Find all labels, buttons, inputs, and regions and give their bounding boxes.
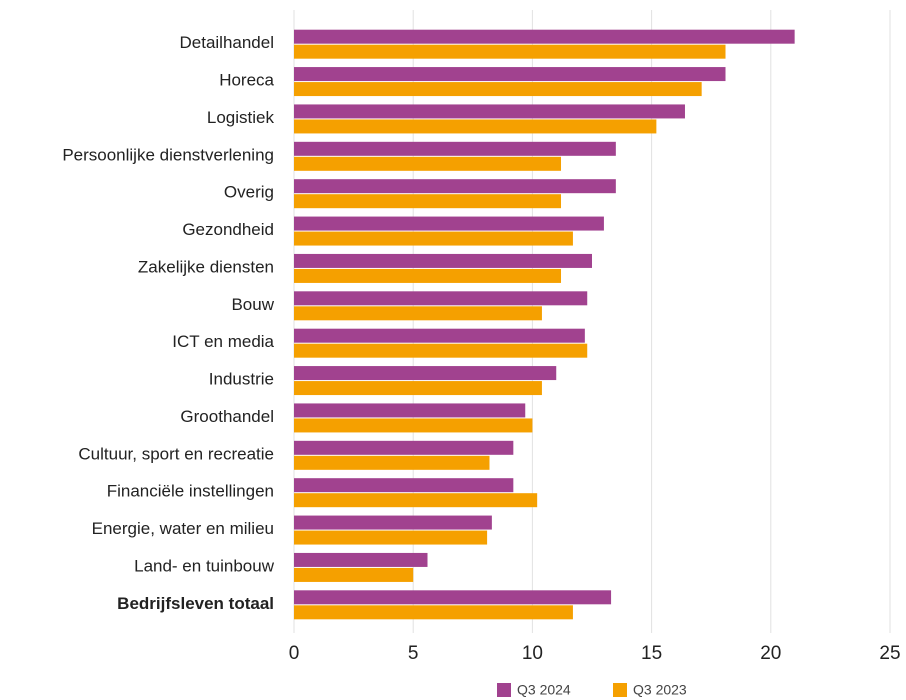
x-tick-label: 15 (641, 643, 662, 664)
bar (294, 216, 604, 231)
y-tick-label: Energie, water en milieu (92, 519, 274, 538)
bar (294, 82, 702, 97)
bar (294, 141, 616, 156)
legend-swatch (497, 683, 511, 697)
bar (294, 343, 588, 358)
y-tick-label: Industrie (209, 370, 274, 389)
legend: Q3 2024 Q3 2023 (497, 682, 687, 698)
y-tick-label: Bouw (231, 295, 274, 314)
y-tick-label: ICT en media (172, 332, 274, 351)
bar (294, 253, 592, 268)
x-tick-label: 0 (289, 643, 300, 664)
y-tick-label: Gezondheid (182, 220, 274, 239)
bar (294, 381, 542, 396)
bar (294, 44, 726, 59)
bar (294, 530, 488, 545)
bar (294, 605, 573, 620)
bar (294, 567, 414, 582)
y-tick-label: Cultuur, sport en recreatie (78, 444, 274, 463)
bar (294, 104, 685, 119)
bar (294, 478, 514, 493)
bar (294, 156, 562, 171)
y-tick-label: Horeca (219, 71, 274, 90)
bar (294, 418, 533, 433)
legend-label: Q3 2024 (517, 682, 571, 698)
bar (294, 29, 795, 44)
bar (294, 119, 657, 134)
y-tick-label: Groothandel (180, 407, 274, 426)
y-tick-label: Overig (224, 183, 274, 202)
bar (294, 440, 514, 455)
x-tick-label: 20 (760, 643, 781, 664)
legend-swatch (613, 683, 627, 697)
bar (294, 328, 585, 343)
y-tick-label: Zakelijke diensten (138, 257, 274, 276)
bar (294, 552, 428, 567)
x-tick-label: 10 (522, 643, 543, 664)
bar (294, 515, 492, 530)
legend-label: Q3 2023 (633, 682, 687, 698)
y-tick-label: Bedrijfsleven totaal (117, 594, 274, 613)
y-tick-label: Persoonlijke dienstverlening (62, 145, 274, 164)
bar (294, 455, 490, 470)
y-tick-label: Logistiek (207, 108, 275, 127)
bar (294, 403, 526, 418)
bar (294, 366, 557, 381)
bar (294, 194, 562, 209)
bar (294, 493, 538, 508)
y-tick-label: Land- en tuinbouw (134, 556, 275, 575)
bar (294, 268, 562, 283)
bar (294, 306, 542, 321)
x-tick-label: 25 (879, 643, 900, 664)
bar (294, 179, 616, 194)
bar (294, 291, 588, 306)
bar (294, 67, 726, 82)
y-tick-label: Detailhandel (179, 33, 274, 52)
bar (294, 590, 612, 605)
bar (294, 231, 573, 246)
x-tick-label: 5 (408, 643, 419, 664)
y-tick-label: Financiële instellingen (107, 482, 274, 501)
